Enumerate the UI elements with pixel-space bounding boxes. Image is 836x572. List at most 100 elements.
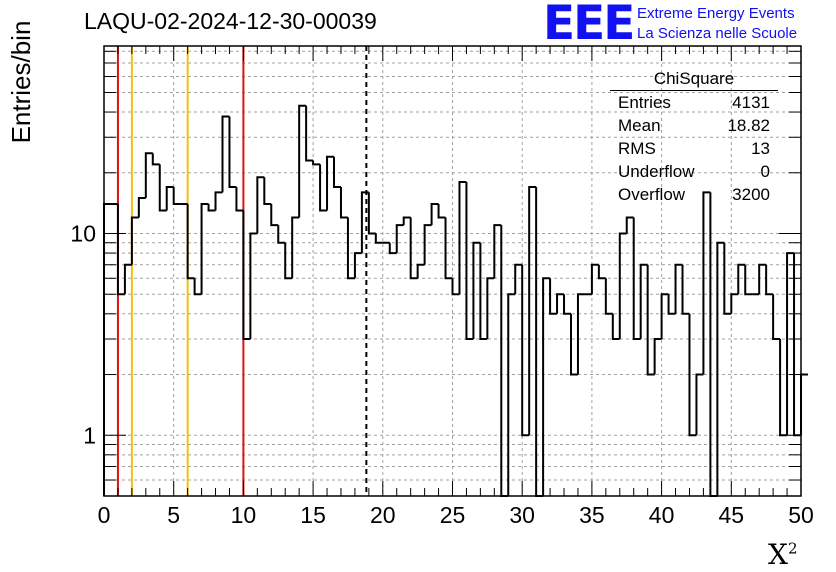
histogram-bin: [674, 263, 683, 314]
histogram-bin: [500, 225, 509, 497]
histogram-bin: [256, 176, 265, 234]
histogram-bin: [151, 153, 160, 166]
x-tick-label: 0: [98, 502, 111, 528]
histogram-bin: [228, 116, 237, 189]
histogram-bin: [472, 241, 481, 340]
histogram-bin: [611, 313, 620, 341]
histogram-bin: [388, 242, 397, 255]
histogram-bin: [542, 277, 551, 496]
x-tick-label: 40: [649, 502, 675, 528]
histogram-bin: [270, 204, 279, 227]
histogram-bin: [298, 104, 307, 218]
stats-row-overflow: Overflow 3200: [610, 183, 778, 206]
histogram-bin: [186, 204, 195, 280]
histogram-bin: [744, 264, 753, 296]
histogram-bin: [521, 264, 530, 437]
x-tick-label: 5: [167, 502, 180, 528]
stats-label: RMS: [618, 139, 656, 158]
histogram-bin: [723, 242, 732, 315]
histogram-bin: [374, 233, 383, 244]
histogram-bin: [681, 264, 690, 315]
histogram-bin: [639, 263, 648, 340]
histogram-bin: [709, 192, 718, 497]
stats-value: 3200: [732, 185, 770, 204]
chart-title: LAQU-02-2024-12-30-00039: [84, 8, 377, 34]
histogram-bin: [730, 293, 739, 314]
histogram-bin: [667, 294, 676, 315]
histogram-bin: [333, 156, 341, 189]
x-axis-label-sup: 2: [787, 539, 798, 558]
stats-title: ChiSquare: [610, 68, 778, 91]
histogram-bin: [158, 164, 167, 212]
histogram-bin: [249, 232, 258, 340]
histogram-bin: [779, 339, 788, 437]
x-axis-label: X2: [768, 538, 797, 571]
histogram-bin: [395, 224, 404, 254]
stats-label: Overflow: [618, 185, 686, 204]
histogram-bin: [451, 278, 460, 296]
histogram-bin: [507, 293, 516, 496]
histogram-bin: [758, 263, 767, 295]
histogram-bin: [632, 217, 641, 341]
histogram-bin: [402, 216, 411, 226]
histogram-bin: [214, 191, 223, 211]
histogram-bin: [772, 294, 781, 341]
histogram-bin: [172, 187, 181, 206]
histogram-bin: [103, 203, 111, 496]
stats-row-mean: Mean 18.82: [610, 114, 778, 137]
stats-row-underflow: Underflow 0: [610, 160, 778, 183]
histogram-bin: [144, 152, 153, 198]
histogram-bin: [556, 293, 565, 314]
stats-label: Entries: [618, 93, 671, 112]
histogram-bin: [137, 196, 146, 218]
histogram-bin: [765, 264, 774, 296]
stats-value: 4131: [732, 93, 770, 112]
histogram-bin: [242, 210, 251, 341]
histogram-bin: [339, 187, 348, 219]
histogram-bin: [646, 264, 655, 376]
histogram-bin: [409, 217, 418, 280]
histogram-bin: [221, 115, 230, 193]
histogram-bin: [653, 338, 662, 375]
grid-layer: [104, 46, 801, 497]
histogram-bin: [563, 294, 571, 315]
histogram-bin: [437, 204, 446, 219]
histogram-bin: [360, 191, 369, 254]
histogram-bin: [786, 252, 795, 436]
eee-logo: EEE: [543, 0, 635, 51]
axis-ticks: 0 5 10 15 20 25 30 35 40 45 50 1 10: [70, 46, 814, 528]
histogram-bin: [793, 253, 801, 437]
histogram-bin: [625, 216, 634, 234]
stats-value: 0: [760, 162, 770, 181]
histogram-bin: [486, 277, 495, 340]
histogram-bin: [416, 263, 425, 279]
histogram-bin: [123, 263, 132, 295]
y-axis-label: Entries/bin: [6, 20, 36, 144]
y-tick-label: 1: [83, 422, 96, 448]
histogram-bin: [618, 232, 627, 340]
reference-lines: [116, 46, 368, 496]
stats-label: Underflow: [618, 162, 695, 181]
histogram-bin: [284, 242, 293, 280]
x-axis-label-base: X: [768, 538, 788, 571]
logo-line-2: La Scienza nelle Scuole: [637, 25, 798, 42]
x-tick-label: 10: [231, 502, 257, 528]
x-tick-label: 35: [579, 502, 605, 528]
histogram-bin: [165, 186, 174, 211]
stats-value: 18.82: [727, 116, 770, 135]
histogram-bin: [688, 313, 697, 437]
x-tick-label: 20: [370, 502, 396, 528]
histogram-bin: [235, 187, 244, 212]
histogram-bin: [277, 225, 286, 244]
histogram-bin: [695, 373, 704, 436]
histogram-bin: [444, 217, 453, 280]
x-tick-label: 15: [300, 502, 326, 528]
stats-label: Mean: [618, 116, 661, 135]
histogram-bin: [569, 313, 578, 376]
histogram-bin: [291, 216, 300, 279]
histogram-bin: [590, 263, 599, 295]
histogram-bin: [430, 203, 439, 226]
x-tick-label: 30: [509, 502, 535, 528]
histogram-bin: [207, 204, 216, 212]
